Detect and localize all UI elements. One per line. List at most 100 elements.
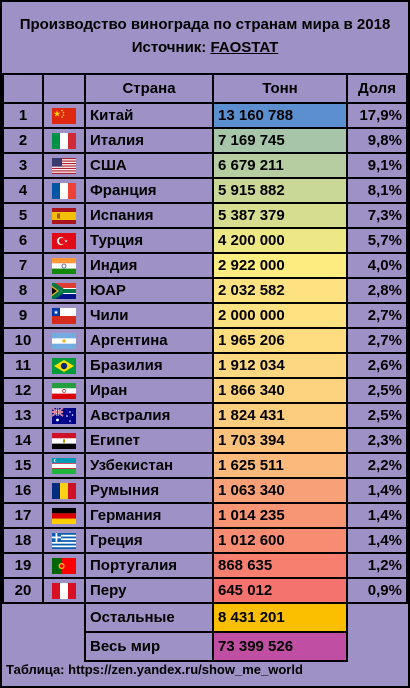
country-cell: США — [84, 152, 214, 179]
table-row: 4 Франция 5 915 882 8,1% — [2, 177, 408, 204]
gr-flag-icon — [52, 533, 76, 550]
table-row: 20 Перу 645 012 0,9% — [2, 577, 408, 604]
rank-header — [2, 73, 44, 104]
pe-flag-icon — [52, 583, 76, 600]
flag-cell — [42, 227, 86, 254]
country-cell: Турция — [84, 227, 214, 254]
tonnes-cell: 1 866 340 — [212, 377, 348, 404]
rank-cell: 4 — [2, 177, 44, 204]
flag-cell — [42, 527, 86, 554]
rank-cell: 16 — [2, 477, 44, 504]
flag-cell — [42, 102, 86, 129]
tonnes-cell: 5 915 882 — [212, 177, 348, 204]
tonnes-cell: 2 922 000 — [212, 252, 348, 279]
table-row: 7 Индия 2 922 000 4,0% — [2, 252, 408, 279]
rank-cell: 11 — [2, 352, 44, 379]
rank-cell: 7 — [2, 252, 44, 279]
source-link[interactable]: FAOSTAT — [210, 39, 279, 56]
tonnes-cell: 1 625 511 — [212, 452, 348, 479]
country-cell: Перу — [84, 577, 214, 604]
tonnes-cell: 7 169 745 — [212, 127, 348, 154]
table-row: 18 Греция 1 012 600 1,4% — [2, 527, 408, 554]
za-flag-icon — [52, 283, 76, 300]
cn-flag-icon — [52, 108, 76, 125]
total-label: Весь мир — [84, 631, 214, 662]
empty-cell — [346, 602, 407, 632]
rank-cell: 1 — [2, 102, 44, 129]
table-row: 17 Германия 1 014 235 1,4% — [2, 502, 408, 529]
it-flag-icon — [52, 133, 76, 150]
source-label: Источник: — [131, 39, 207, 56]
empty-cell — [346, 631, 407, 661]
rank-cell: 6 — [2, 227, 44, 254]
country-cell: Чили — [84, 302, 214, 329]
rank-cell: 12 — [2, 377, 44, 404]
empty-cell — [43, 631, 86, 661]
flag-cell — [42, 202, 86, 229]
share-cell: 2,7% — [346, 327, 408, 354]
table-row: 15 Узбекистан 1 625 511 2,2% — [2, 452, 408, 479]
country-cell: Германия — [84, 502, 214, 529]
rank-cell: 8 — [2, 277, 44, 304]
uz-flag-icon — [52, 458, 76, 475]
share-cell: 5,7% — [346, 227, 408, 254]
eg-flag-icon — [52, 433, 76, 450]
share-cell: 1,4% — [346, 477, 408, 504]
tonnes-cell: 1 912 034 — [212, 352, 348, 379]
ro-flag-icon — [52, 483, 76, 500]
tr-flag-icon — [52, 233, 76, 250]
flag-cell — [42, 302, 86, 329]
flag-cell — [42, 377, 86, 404]
flag-cell — [42, 427, 86, 454]
country-cell: Индия — [84, 252, 214, 279]
share-cell: 2,5% — [346, 402, 408, 429]
rank-cell: 18 — [2, 527, 44, 554]
in-flag-icon — [52, 258, 76, 275]
country-cell: Испания — [84, 202, 214, 229]
country-cell: Китай — [84, 102, 214, 129]
country-cell: ЮАР — [84, 277, 214, 304]
total-value: 8 431 201 — [212, 602, 348, 633]
total-label: Остальные — [84, 602, 214, 633]
au-flag-icon — [52, 408, 76, 425]
tonnes-cell: 13 160 788 — [212, 102, 348, 129]
fr-flag-icon — [52, 183, 76, 200]
us-flag-icon — [52, 158, 76, 175]
share-cell: 2,7% — [346, 302, 408, 329]
table-row: 13 Австралия 1 824 431 2,5% — [2, 402, 408, 429]
share-cell: 1,4% — [346, 502, 408, 529]
country-cell: Италия — [84, 127, 214, 154]
flag-cell — [42, 352, 86, 379]
table-row: 6 Турция 4 200 000 5,7% — [2, 227, 408, 254]
flag-cell — [42, 477, 86, 504]
country-cell: Египет — [84, 427, 214, 454]
rank-cell: 17 — [2, 502, 44, 529]
footer-credit: Таблица: https://zen.yandex.ru/show_me_w… — [6, 662, 303, 677]
others-row: Остальные 8 431 201 — [3, 602, 407, 633]
tonnes-cell: 1 012 600 — [212, 527, 348, 554]
table-row: 8 ЮАР 2 032 582 2,8% — [2, 277, 408, 304]
table-row: 14 Египет 1 703 394 2,3% — [2, 427, 408, 454]
tonnes-cell: 5 387 379 — [212, 202, 348, 229]
total-value: 73 399 526 — [212, 631, 348, 662]
share-cell: 0,9% — [346, 577, 408, 604]
share-cell: 2,2% — [346, 452, 408, 479]
tonnes-cell: 6 679 211 — [212, 152, 348, 179]
table-row: 1 Китай 13 160 788 17,9% — [2, 102, 408, 129]
country-cell: Греция — [84, 527, 214, 554]
table-row: 16 Румыния 1 063 340 1,4% — [2, 477, 408, 504]
tonnes-cell: 1 014 235 — [212, 502, 348, 529]
flag-cell — [42, 252, 86, 279]
world-row: Весь мир 73 399 526 — [3, 631, 407, 662]
tonnes-cell: 2 032 582 — [212, 277, 348, 304]
share-cell: 2,5% — [346, 377, 408, 404]
country-cell: Румыния — [84, 477, 214, 504]
flag-cell — [42, 577, 86, 604]
flag-cell — [42, 277, 86, 304]
flag-cell — [42, 327, 86, 354]
share-cell: 8,1% — [346, 177, 408, 204]
page-header: Производство винограда по странам мира в… — [0, 0, 410, 72]
flag-header — [42, 73, 86, 104]
tonnes-cell: 1 824 431 — [212, 402, 348, 429]
share-cell: 9,8% — [346, 127, 408, 154]
